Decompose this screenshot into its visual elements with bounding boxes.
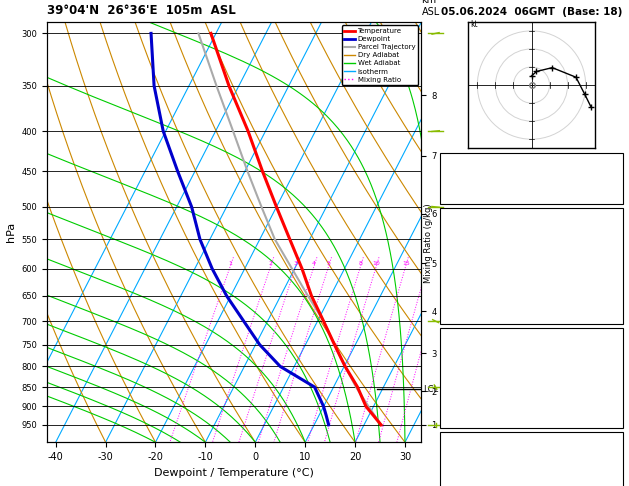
- Text: K: K: [445, 154, 451, 163]
- Text: SREH: SREH: [445, 465, 470, 474]
- Text: 324: 324: [603, 257, 620, 266]
- Text: 5: 5: [327, 261, 331, 266]
- Text: 3: 3: [294, 261, 298, 266]
- Text: EH: EH: [445, 449, 458, 458]
- Text: 23.4: 23.4: [599, 225, 620, 234]
- Text: Totals Totals: Totals Totals: [445, 170, 499, 179]
- Text: 1: 1: [228, 261, 232, 266]
- Text: CIN (J): CIN (J): [445, 409, 474, 418]
- Text: 39°04'N  26°36'E  105m  ASL: 39°04'N 26°36'E 105m ASL: [47, 4, 236, 17]
- Text: 2: 2: [269, 261, 273, 266]
- Text: © weatheronline.co.uk: © weatheronline.co.uk: [487, 468, 576, 477]
- Text: 0: 0: [614, 409, 620, 418]
- Text: Surface: Surface: [514, 208, 549, 218]
- Text: 6: 6: [614, 273, 620, 282]
- Text: PW (cm): PW (cm): [445, 186, 483, 195]
- Text: LCL: LCL: [423, 384, 438, 394]
- X-axis label: Dewpoint / Temperature (°C): Dewpoint / Temperature (°C): [154, 468, 314, 478]
- Text: 328: 328: [603, 361, 620, 370]
- Text: 0: 0: [614, 289, 620, 298]
- Text: 0: 0: [614, 393, 620, 402]
- Text: 1.72: 1.72: [599, 186, 620, 195]
- Legend: Temperature, Dewpoint, Parcel Trajectory, Dry Adiabat, Wet Adiabat, Isotherm, Mi: Temperature, Dewpoint, Parcel Trajectory…: [342, 25, 418, 86]
- Text: 3: 3: [614, 377, 620, 386]
- Text: 10: 10: [372, 261, 380, 266]
- Text: Temp (°C): Temp (°C): [445, 225, 490, 234]
- Text: CIN (J): CIN (J): [445, 305, 474, 314]
- Text: 12.9: 12.9: [599, 241, 620, 250]
- Text: 4: 4: [312, 261, 316, 266]
- Text: θᴇ(K): θᴇ(K): [445, 257, 468, 266]
- Text: Dewp (°C): Dewp (°C): [445, 241, 492, 250]
- Text: CAPE (J): CAPE (J): [445, 289, 481, 298]
- Text: 15: 15: [608, 154, 620, 163]
- Text: 43: 43: [608, 170, 620, 179]
- Text: CAPE (J): CAPE (J): [445, 393, 481, 402]
- Text: Hodograph: Hodograph: [506, 433, 557, 442]
- Text: 15: 15: [402, 261, 409, 266]
- Text: 05.06.2024  06GMT  (Base: 18): 05.06.2024 06GMT (Base: 18): [441, 7, 622, 17]
- Text: 20: 20: [423, 261, 431, 266]
- Text: 850: 850: [603, 345, 620, 354]
- Text: Lifted Index: Lifted Index: [445, 273, 499, 282]
- Text: Lifted Index: Lifted Index: [445, 377, 499, 386]
- Text: km
ASL: km ASL: [421, 0, 440, 17]
- Text: Mixing Ratio (g/kg): Mixing Ratio (g/kg): [425, 203, 433, 283]
- Text: θᴇ (K): θᴇ (K): [445, 361, 471, 370]
- Text: 217°: 217°: [598, 481, 620, 486]
- Text: 19: 19: [608, 449, 620, 458]
- Text: 8: 8: [359, 261, 362, 266]
- Text: kt: kt: [470, 20, 478, 29]
- Y-axis label: hPa: hPa: [6, 222, 16, 242]
- Text: Most Unstable: Most Unstable: [499, 329, 564, 338]
- Text: 26: 26: [608, 465, 620, 474]
- Text: Pressure (mb): Pressure (mb): [445, 345, 508, 354]
- Text: StmDir: StmDir: [445, 481, 477, 486]
- Text: 0: 0: [614, 305, 620, 314]
